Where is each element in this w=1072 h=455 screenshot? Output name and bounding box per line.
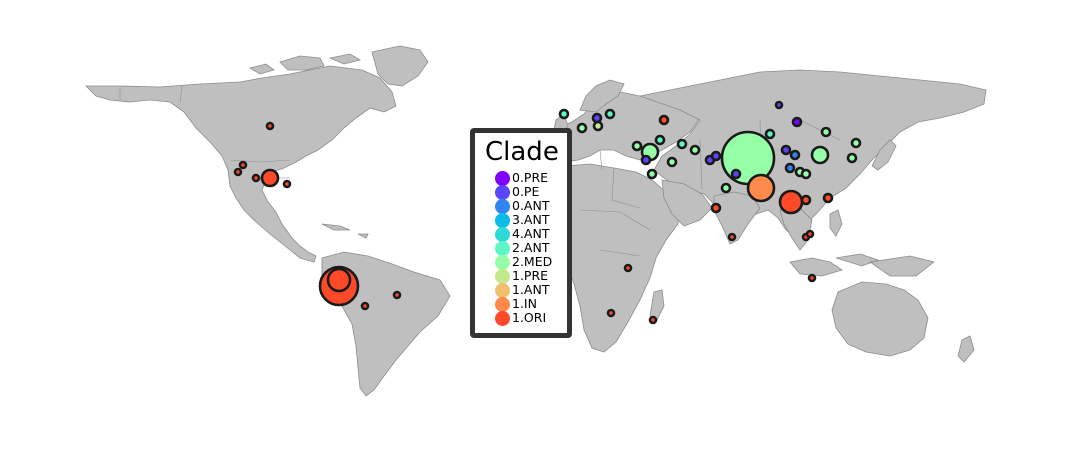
arabia [661, 179, 713, 227]
map-marker [820, 126, 832, 138]
map-marker [604, 108, 616, 120]
legend-item: 1.ORI [495, 309, 547, 326]
legend-swatch [495, 268, 510, 284]
legend-box: Clade 0.PRE 0.PE 0.ANT 3.ANT 4.ANT 2.ANT 2.MED… [470, 128, 572, 338]
new-zealand [957, 335, 975, 363]
map-marker [784, 162, 796, 174]
map-marker [640, 154, 652, 166]
map-marker [233, 167, 243, 177]
map-marker [850, 137, 862, 149]
legend-item: 1.PRE [495, 267, 549, 284]
legend-label: 1.IN [512, 295, 537, 311]
map-marker [822, 192, 834, 204]
scandinavia [579, 79, 625, 113]
legend-label: 2.ANT [512, 239, 550, 255]
map-marker [789, 149, 801, 161]
legend-label: 1.ANT [512, 281, 550, 297]
map-marker [265, 121, 275, 131]
legend-label: 3.ANT [512, 211, 550, 227]
map-marker [260, 168, 280, 188]
legend-swatch [495, 240, 510, 256]
map-marker [689, 144, 701, 156]
map-marker [800, 168, 812, 180]
map-marker [791, 116, 803, 128]
australia-landmass [831, 281, 929, 357]
japan [871, 139, 897, 171]
map-marker [727, 232, 737, 242]
map-marker [282, 179, 292, 189]
legend-label: 0.PRE [512, 169, 549, 185]
indonesia [789, 253, 935, 277]
legend-swatch [495, 310, 510, 326]
map-marker [648, 315, 658, 325]
india [713, 191, 761, 245]
legend-label: 0.ANT [512, 197, 550, 213]
map-marker [658, 114, 670, 126]
legend-label: 1.ORI [512, 309, 547, 325]
map-marker [710, 202, 722, 214]
madagascar [649, 289, 665, 323]
philippines [829, 209, 843, 237]
legend-label: 2.MED [512, 253, 553, 269]
map-marker [846, 152, 858, 164]
legend-swatch [495, 282, 510, 298]
legend-title: Clade [485, 137, 559, 167]
map-marker [764, 128, 776, 140]
map-marker [631, 140, 643, 152]
legend-item: 1.ANT [495, 281, 550, 298]
map-marker [326, 267, 352, 293]
legend-item: 2.MED [495, 253, 553, 270]
legend-label: 0.PE [512, 183, 540, 199]
legend-item: 4.ANT [495, 225, 550, 242]
map-marker [676, 138, 688, 150]
legend-item: 3.ANT [495, 211, 550, 228]
map-marker [778, 189, 804, 215]
map-marker [592, 120, 604, 132]
map-marker [576, 122, 588, 134]
legend-swatch [495, 212, 510, 228]
legend-item: 0.ANT [495, 197, 550, 214]
legend-label: 1.PRE [512, 267, 549, 283]
legend-swatch [495, 170, 510, 186]
legend-swatch [495, 254, 510, 270]
legend-swatch [495, 296, 510, 312]
map-marker [774, 100, 784, 110]
map-marker [810, 145, 830, 165]
arctic-islands [248, 53, 362, 75]
legend-swatch [495, 226, 510, 242]
legend-item: 0.PE [495, 183, 540, 200]
legend-item: 1.IN [495, 295, 537, 312]
map-marker [720, 182, 732, 194]
map-marker [730, 168, 742, 180]
map-marker [805, 229, 815, 239]
legend-label: 4.ANT [512, 225, 550, 241]
caribbean-islands [321, 223, 369, 239]
map-marker [238, 160, 248, 170]
map-marker [251, 173, 261, 183]
map-marker [392, 290, 402, 300]
legend-item: 0.PRE [495, 169, 549, 186]
map-marker [780, 144, 792, 156]
map-marker [800, 194, 812, 206]
map-marker [646, 168, 658, 180]
legend-swatch [495, 184, 510, 200]
map-marker [558, 108, 570, 120]
legend-item: 2.ANT [495, 239, 550, 256]
legend-swatch [495, 198, 510, 214]
greenland [371, 45, 429, 87]
map-marker [623, 263, 633, 273]
map-marker [807, 273, 817, 283]
map-marker [360, 301, 370, 311]
map-marker [710, 150, 722, 162]
map-marker [666, 156, 678, 168]
map-marker [606, 308, 616, 318]
map-marker [746, 173, 776, 203]
map-marker [654, 134, 666, 146]
